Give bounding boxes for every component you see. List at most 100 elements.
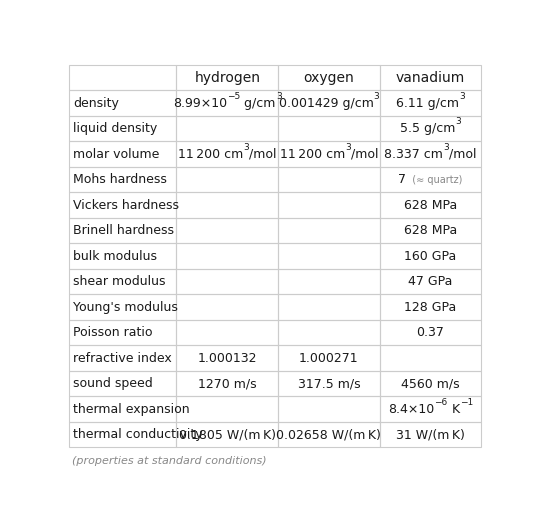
Bar <box>177 345 278 371</box>
Text: (≈ quartz): (≈ quartz) <box>407 174 463 184</box>
Text: 3: 3 <box>455 117 461 126</box>
Bar <box>69 422 177 447</box>
Text: Mohs hardness: Mohs hardness <box>74 173 167 186</box>
Text: K: K <box>448 403 460 416</box>
Bar <box>69 345 177 371</box>
Bar <box>177 65 278 90</box>
Text: g/cm: g/cm <box>241 96 276 110</box>
Bar <box>278 243 380 269</box>
Text: 5.5 g/cm: 5.5 g/cm <box>400 122 455 135</box>
Bar <box>380 422 481 447</box>
Text: 0.1805 W/(m K): 0.1805 W/(m K) <box>179 428 276 441</box>
Bar <box>380 167 481 192</box>
Bar <box>177 396 278 422</box>
Bar <box>69 141 177 167</box>
Bar <box>380 116 481 141</box>
Text: 1270 m/s: 1270 m/s <box>198 377 257 390</box>
Text: 0.001429 g/cm: 0.001429 g/cm <box>279 96 373 110</box>
Text: 1.000132: 1.000132 <box>198 352 257 365</box>
Bar <box>380 320 481 345</box>
Text: /mol: /mol <box>449 148 477 161</box>
Bar <box>278 90 380 116</box>
Text: 7: 7 <box>398 173 407 186</box>
Bar <box>177 116 278 141</box>
Text: −1: −1 <box>460 398 473 407</box>
Text: 128 GPa: 128 GPa <box>404 300 456 314</box>
Bar <box>69 116 177 141</box>
Bar <box>278 192 380 218</box>
Text: bulk modulus: bulk modulus <box>74 250 157 262</box>
Text: Brinell hardness: Brinell hardness <box>74 224 175 237</box>
Text: 6.11 g/cm: 6.11 g/cm <box>396 96 459 110</box>
Bar <box>69 320 177 345</box>
Text: 3: 3 <box>276 92 281 101</box>
Text: thermal conductivity: thermal conductivity <box>74 428 203 441</box>
Bar <box>177 320 278 345</box>
Text: 8.337 cm: 8.337 cm <box>384 148 444 161</box>
Text: oxygen: oxygen <box>303 71 354 84</box>
Text: 317.5 m/s: 317.5 m/s <box>297 377 360 390</box>
Bar <box>177 295 278 320</box>
Bar <box>278 422 380 447</box>
Text: 11 200 cm: 11 200 cm <box>280 148 345 161</box>
Bar <box>177 243 278 269</box>
Text: density: density <box>74 96 119 110</box>
Text: 8.4×10: 8.4×10 <box>388 403 434 416</box>
Bar <box>278 320 380 345</box>
Bar <box>278 116 380 141</box>
Bar <box>278 218 380 243</box>
Text: 3: 3 <box>444 143 449 152</box>
Text: Vickers hardness: Vickers hardness <box>74 199 179 212</box>
Text: 11 200 cm: 11 200 cm <box>178 148 243 161</box>
Bar <box>177 371 278 396</box>
Text: /mol: /mol <box>351 148 378 161</box>
Text: 3: 3 <box>345 143 351 152</box>
Bar <box>380 345 481 371</box>
Text: refractive index: refractive index <box>74 352 172 365</box>
Bar <box>177 167 278 192</box>
Bar <box>278 141 380 167</box>
Text: 1.000271: 1.000271 <box>299 352 359 365</box>
Bar <box>278 167 380 192</box>
Text: 0.02658 W/(m K): 0.02658 W/(m K) <box>277 428 381 441</box>
Bar <box>177 269 278 295</box>
Text: thermal expansion: thermal expansion <box>74 403 190 416</box>
Text: Poisson ratio: Poisson ratio <box>74 326 153 339</box>
Text: 3: 3 <box>459 92 465 101</box>
Text: liquid density: liquid density <box>74 122 157 135</box>
Bar <box>380 371 481 396</box>
Bar <box>69 192 177 218</box>
Bar <box>177 422 278 447</box>
Bar <box>278 371 380 396</box>
Bar <box>69 371 177 396</box>
Bar <box>380 141 481 167</box>
Text: sound speed: sound speed <box>74 377 153 390</box>
Bar <box>177 218 278 243</box>
Text: 4560 m/s: 4560 m/s <box>401 377 460 390</box>
Bar <box>177 90 278 116</box>
Bar <box>380 90 481 116</box>
Text: /mol: /mol <box>249 148 277 161</box>
Text: shear modulus: shear modulus <box>74 275 166 288</box>
Bar <box>69 295 177 320</box>
Text: molar volume: molar volume <box>74 148 159 161</box>
Text: vanadium: vanadium <box>396 71 465 84</box>
Bar <box>69 243 177 269</box>
Text: 160 GPa: 160 GPa <box>404 250 456 262</box>
Bar <box>69 218 177 243</box>
Text: 0.37: 0.37 <box>417 326 445 339</box>
Text: 3: 3 <box>243 143 249 152</box>
Bar <box>278 345 380 371</box>
Text: −5: −5 <box>227 92 241 101</box>
Bar <box>69 396 177 422</box>
Text: 8.99×10: 8.99×10 <box>173 96 227 110</box>
Bar <box>380 218 481 243</box>
Bar <box>380 243 481 269</box>
Text: hydrogen: hydrogen <box>194 71 260 84</box>
Text: 31 W/(m K): 31 W/(m K) <box>396 428 465 441</box>
Text: 47 GPa: 47 GPa <box>408 275 453 288</box>
Text: Young's modulus: Young's modulus <box>74 300 178 314</box>
Bar <box>278 269 380 295</box>
Bar <box>380 269 481 295</box>
Text: 628 MPa: 628 MPa <box>404 224 457 237</box>
